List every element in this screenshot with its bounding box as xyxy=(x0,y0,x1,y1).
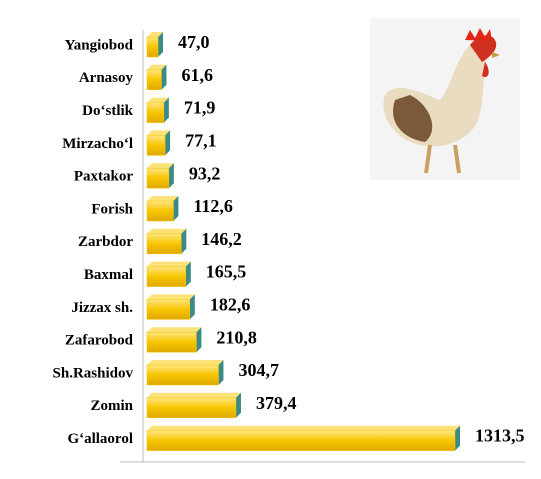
bar xyxy=(146,299,191,320)
bar-top xyxy=(147,163,174,169)
bar-side xyxy=(235,392,241,418)
bar-side xyxy=(218,360,224,385)
value-label: 165,5 xyxy=(206,262,247,282)
bar-side xyxy=(158,32,164,57)
category-label: Zarbdor xyxy=(78,234,133,250)
bar xyxy=(146,69,162,91)
category-label: Mirzacho‘l xyxy=(62,136,133,152)
bar xyxy=(146,200,174,222)
bar xyxy=(146,167,170,189)
bar-top xyxy=(147,64,167,70)
rooster-image xyxy=(370,18,520,180)
bar-top xyxy=(147,392,241,398)
category-label: Jizzax sh. xyxy=(71,300,133,316)
category-label: G‘allaorol xyxy=(67,431,133,447)
bar-top xyxy=(147,97,169,103)
bar xyxy=(146,331,197,353)
value-label: 379,4 xyxy=(256,393,297,413)
bar xyxy=(146,430,456,451)
category-label: Do‘stlik xyxy=(82,103,133,119)
bar-side xyxy=(165,130,171,156)
bar-side xyxy=(185,261,191,287)
bar-side xyxy=(161,64,167,90)
bar-side xyxy=(196,327,202,353)
bar-side xyxy=(181,228,187,254)
value-label: 146,2 xyxy=(201,229,242,249)
bar-top xyxy=(147,360,224,365)
category-label: Zomin xyxy=(90,398,133,414)
bar-top xyxy=(147,196,179,201)
category-label: Yangiobod xyxy=(65,37,134,53)
bar-top xyxy=(147,32,164,37)
bar-top xyxy=(147,327,202,333)
bar-side xyxy=(168,163,174,189)
bar xyxy=(146,36,159,58)
bar xyxy=(146,397,237,419)
value-label: 304,7 xyxy=(238,360,279,380)
value-label: 112,6 xyxy=(193,196,233,216)
bar xyxy=(146,135,166,156)
category-label: Paxtakor xyxy=(74,169,134,185)
category-label: Forish xyxy=(91,201,133,217)
category-label: Arnasoy xyxy=(79,70,134,86)
bar-top xyxy=(147,130,171,136)
bar xyxy=(146,364,219,386)
value-label: 77,1 xyxy=(185,131,217,151)
category-label: Zafarobod xyxy=(65,333,134,349)
bar-side xyxy=(455,425,461,451)
value-label: 71,9 xyxy=(184,98,216,118)
bar-side xyxy=(163,97,169,123)
value-label: 1313,5 xyxy=(475,426,525,446)
bar-top xyxy=(147,261,191,267)
category-label: Sh.Rashidov xyxy=(53,365,134,381)
bar xyxy=(146,102,165,123)
value-label: 210,8 xyxy=(216,327,257,347)
value-label: 182,6 xyxy=(210,295,251,315)
bar-top xyxy=(147,425,461,431)
bar-side xyxy=(189,294,195,320)
bar-top xyxy=(147,294,195,300)
value-label: 47,0 xyxy=(178,32,210,52)
bar xyxy=(146,266,187,287)
value-label: 61,6 xyxy=(181,65,213,85)
value-label: 93,2 xyxy=(189,163,221,183)
category-label: Baxmal xyxy=(84,267,133,283)
bar-side xyxy=(173,196,179,221)
bar-top xyxy=(147,228,187,234)
bar xyxy=(146,233,182,255)
